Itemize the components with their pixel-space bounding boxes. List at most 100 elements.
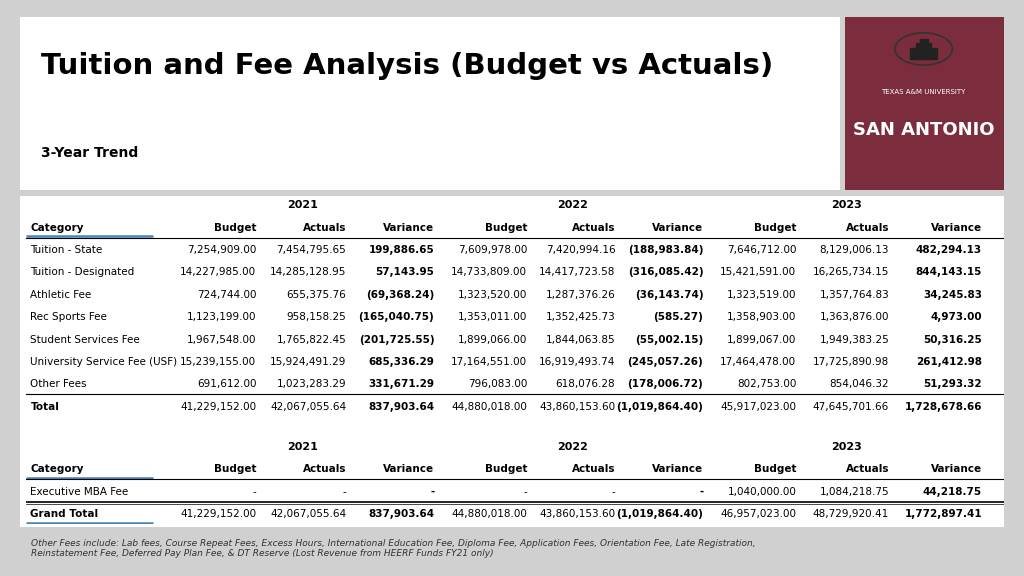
- Text: 17,725,890.98: 17,725,890.98: [813, 357, 889, 367]
- Text: Tuition - State: Tuition - State: [31, 245, 102, 255]
- Text: Tuition and Fee Analysis (Budget vs Actuals): Tuition and Fee Analysis (Budget vs Actu…: [41, 52, 773, 80]
- Text: 41,229,152.00: 41,229,152.00: [180, 401, 256, 412]
- Text: Total: Total: [31, 401, 59, 412]
- Text: Athletic Fee: Athletic Fee: [31, 290, 92, 300]
- Text: Actuals: Actuals: [303, 223, 346, 233]
- Text: 1,040,000.00: 1,040,000.00: [727, 487, 797, 497]
- Text: 45,917,023.00: 45,917,023.00: [720, 401, 797, 412]
- Text: Student Services Fee: Student Services Fee: [31, 335, 140, 344]
- Text: 802,753.00: 802,753.00: [737, 379, 797, 389]
- Text: 14,733,809.00: 14,733,809.00: [452, 267, 527, 278]
- FancyBboxPatch shape: [20, 196, 1004, 527]
- Text: 43,860,153.60: 43,860,153.60: [540, 401, 615, 412]
- Text: 47,645,701.66: 47,645,701.66: [813, 401, 889, 412]
- Text: (178,006.72): (178,006.72): [628, 379, 703, 389]
- Text: 837,903.64: 837,903.64: [369, 509, 434, 519]
- Text: (36,143.74): (36,143.74): [635, 290, 703, 300]
- Text: Variance: Variance: [383, 223, 434, 233]
- Text: 1,949,383.25: 1,949,383.25: [819, 335, 889, 344]
- Text: 2022: 2022: [557, 200, 588, 210]
- Text: 50,316.25: 50,316.25: [924, 335, 982, 344]
- Text: 1,323,519.00: 1,323,519.00: [727, 290, 797, 300]
- Polygon shape: [910, 39, 937, 59]
- Text: 44,218.75: 44,218.75: [923, 487, 982, 497]
- Text: 34,245.83: 34,245.83: [923, 290, 982, 300]
- Text: 48,729,920.41: 48,729,920.41: [813, 509, 889, 519]
- Text: Budget: Budget: [484, 223, 527, 233]
- Text: 14,417,723.58: 14,417,723.58: [539, 267, 615, 278]
- Text: Category: Category: [31, 223, 84, 233]
- Text: (188,983.84): (188,983.84): [628, 245, 703, 255]
- Text: -: -: [611, 487, 615, 497]
- Text: (55,002.15): (55,002.15): [635, 335, 703, 344]
- Text: Budget: Budget: [754, 223, 797, 233]
- Text: Other Fees: Other Fees: [31, 379, 87, 389]
- Text: Executive MBA Fee: Executive MBA Fee: [31, 487, 129, 497]
- Text: 618,076.28: 618,076.28: [556, 379, 615, 389]
- Text: (585.27): (585.27): [653, 312, 703, 322]
- Text: Tuition - Designated: Tuition - Designated: [31, 267, 135, 278]
- Text: 958,158.25: 958,158.25: [287, 312, 346, 322]
- Text: University Service Fee (USF): University Service Fee (USF): [31, 357, 177, 367]
- Text: Variance: Variance: [931, 223, 982, 233]
- Text: 16,919,493.74: 16,919,493.74: [539, 357, 615, 367]
- Text: 655,375.76: 655,375.76: [287, 290, 346, 300]
- Text: 331,671.29: 331,671.29: [369, 379, 434, 389]
- Text: Actuals: Actuals: [846, 223, 889, 233]
- Text: 4,973.00: 4,973.00: [931, 312, 982, 322]
- Text: 44,880,018.00: 44,880,018.00: [452, 401, 527, 412]
- Text: 1,899,066.00: 1,899,066.00: [458, 335, 527, 344]
- Text: (316,085.42): (316,085.42): [628, 267, 703, 278]
- Text: Rec Sports Fee: Rec Sports Fee: [31, 312, 108, 322]
- Text: 844,143.15: 844,143.15: [915, 267, 982, 278]
- Text: 15,421,591.00: 15,421,591.00: [720, 267, 797, 278]
- Text: 1,353,011.00: 1,353,011.00: [458, 312, 527, 322]
- Text: -: -: [699, 487, 703, 497]
- Text: 1,287,376.26: 1,287,376.26: [546, 290, 615, 300]
- Text: Variance: Variance: [652, 223, 703, 233]
- Text: 1,357,764.83: 1,357,764.83: [819, 290, 889, 300]
- Text: 1,728,678.66: 1,728,678.66: [904, 401, 982, 412]
- Text: 1,123,199.00: 1,123,199.00: [187, 312, 256, 322]
- Text: 1,772,897.41: 1,772,897.41: [904, 509, 982, 519]
- Text: 796,083.00: 796,083.00: [468, 379, 527, 389]
- Text: 8,129,006.13: 8,129,006.13: [819, 245, 889, 255]
- Text: 42,067,055.64: 42,067,055.64: [270, 401, 346, 412]
- Text: 15,239,155.00: 15,239,155.00: [180, 357, 256, 367]
- Text: 1,352,425.73: 1,352,425.73: [546, 312, 615, 322]
- Text: 1,967,548.00: 1,967,548.00: [187, 335, 256, 344]
- Text: 724,744.00: 724,744.00: [197, 290, 256, 300]
- Text: Actuals: Actuals: [303, 464, 346, 474]
- Text: 1,765,822.45: 1,765,822.45: [276, 335, 346, 344]
- Text: 44,880,018.00: 44,880,018.00: [452, 509, 527, 519]
- Text: Variance: Variance: [931, 464, 982, 474]
- Text: 1,023,283.29: 1,023,283.29: [276, 379, 346, 389]
- Text: 2021: 2021: [287, 442, 317, 452]
- Text: 199,886.65: 199,886.65: [369, 245, 434, 255]
- Text: 1,358,903.00: 1,358,903.00: [727, 312, 797, 322]
- Text: 57,143.95: 57,143.95: [376, 267, 434, 278]
- Text: Grand Total: Grand Total: [31, 509, 98, 519]
- Text: Actuals: Actuals: [571, 223, 615, 233]
- Text: 7,454,795.65: 7,454,795.65: [276, 245, 346, 255]
- Text: 2022: 2022: [557, 442, 588, 452]
- Text: 1,844,063.85: 1,844,063.85: [546, 335, 615, 344]
- Text: Budget: Budget: [214, 464, 256, 474]
- Text: 482,294.13: 482,294.13: [915, 245, 982, 255]
- Text: (1,019,864.40): (1,019,864.40): [616, 401, 703, 412]
- Text: TEXAS A&M UNIVERSITY: TEXAS A&M UNIVERSITY: [882, 89, 966, 95]
- Text: 41,229,152.00: 41,229,152.00: [180, 509, 256, 519]
- Text: 2023: 2023: [830, 442, 861, 452]
- Text: (69,368.24): (69,368.24): [367, 290, 434, 300]
- Text: 7,646,712.00: 7,646,712.00: [727, 245, 797, 255]
- Text: 1,363,876.00: 1,363,876.00: [819, 312, 889, 322]
- Text: 51,293.32: 51,293.32: [924, 379, 982, 389]
- Text: Other Fees include: Lab fees, Course Repeat Fees, Excess Hours, International Ed: Other Fees include: Lab fees, Course Rep…: [31, 539, 756, 558]
- Text: (1,019,864.40): (1,019,864.40): [616, 509, 703, 519]
- Text: 837,903.64: 837,903.64: [369, 401, 434, 412]
- Text: 691,612.00: 691,612.00: [197, 379, 256, 389]
- Text: -: -: [343, 487, 346, 497]
- Text: Variance: Variance: [652, 464, 703, 474]
- Text: 1,899,067.00: 1,899,067.00: [727, 335, 797, 344]
- Text: (165,040.75): (165,040.75): [358, 312, 434, 322]
